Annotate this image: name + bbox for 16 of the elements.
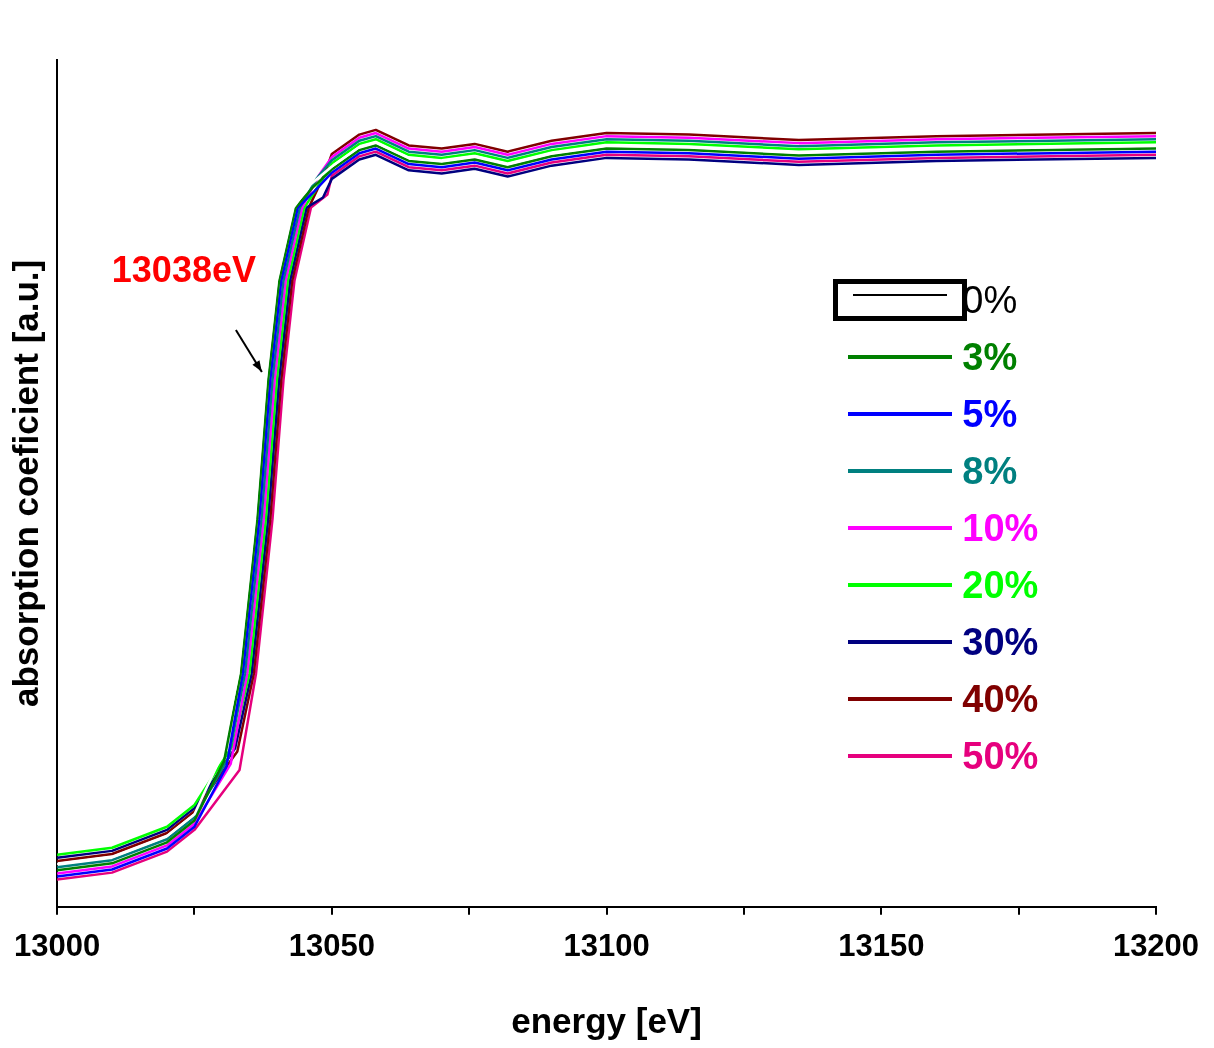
legend-label: 50%: [962, 734, 1039, 778]
legend-label: 5%: [962, 392, 1018, 436]
x-axis-title: energy [eV]: [511, 1000, 702, 1040]
x-tick-label: 13150: [838, 927, 925, 963]
legend-label: 8%: [962, 449, 1018, 493]
y-axis-title: absorption coeficient [a.u.]: [5, 259, 45, 708]
legend-label: 10%: [962, 506, 1039, 550]
legend-label: 20%: [962, 563, 1039, 607]
x-tick-label: 13100: [563, 927, 650, 963]
annotation: 13038eV: [111, 249, 256, 290]
x-tick-label: 13050: [288, 927, 375, 963]
legend-label: 40%: [962, 677, 1039, 721]
x-tick-label: 13000: [13, 927, 101, 963]
x-tick-label: 13200: [1112, 927, 1200, 963]
legend-label: 3%: [962, 335, 1018, 379]
legend-label: 30%: [962, 620, 1039, 664]
